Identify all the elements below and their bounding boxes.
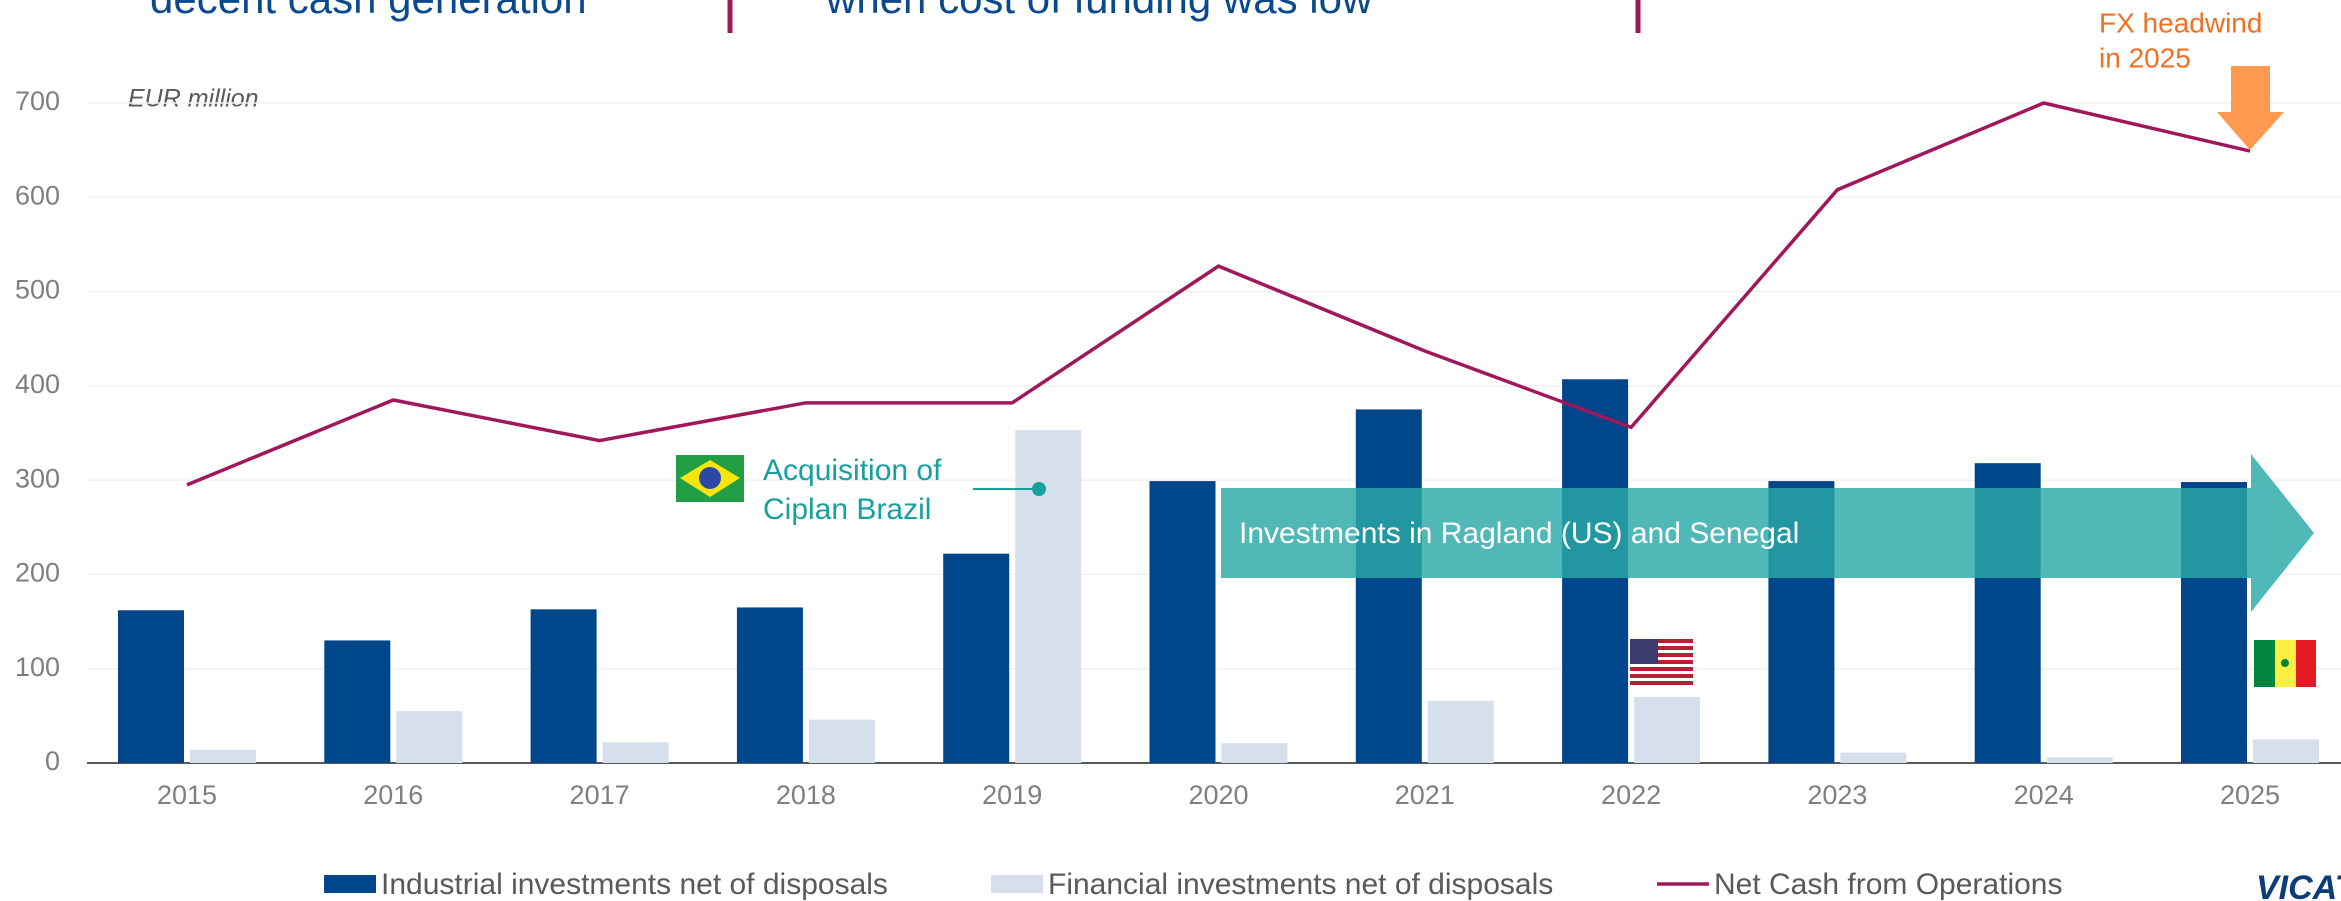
x-tick-label: 2023 [1807,780,1867,810]
bar [736,607,803,763]
x-tick-label: 2018 [776,780,836,810]
bar [1221,743,1288,763]
x-tick-label: 2017 [570,780,630,810]
bar [2253,739,2319,763]
flag-us [1630,639,1693,687]
bar [118,610,184,763]
bar [396,711,463,763]
flag-brazil [676,455,744,502]
bar [1840,752,1907,763]
line [186,101,2251,487]
y-tick-label: 200 [15,558,60,588]
fx-arrow [2217,66,2284,150]
y-tick-label: 300 [15,463,60,493]
y-tick-label: 500 [15,275,60,305]
legend-swatch [991,875,1043,893]
annotation: in 2025 [2099,42,2191,73]
bar [1427,700,1494,763]
x-tick-label: 2025 [2220,780,2280,810]
legend-label: Financial investments net of disposals [1048,868,1553,901]
bar [1015,430,1082,763]
y-tick-label: 700 [15,86,60,116]
x-tick-label: 2024 [2014,780,2074,810]
headline: decent cash generation [150,0,587,22]
logo: VICAT [2256,869,2341,901]
bar [530,609,597,763]
x-tick-label: 2022 [1601,780,1661,810]
legend-label: Industrial investments net of disposals [381,868,888,901]
annotation: Investments in Ragland (US) and Senegal [1239,517,1799,550]
annotation: Ciplan Brazil [763,493,931,526]
y-tick-label: 600 [15,180,60,210]
flag-senegal [2254,640,2316,687]
bar [1355,409,1422,763]
headline: when cost of funding was low [825,0,1373,22]
bar [808,719,875,763]
annotation: FX headwind [2099,7,2262,38]
y-tick-label: 0 [45,746,60,776]
investment-arrow [1221,454,2314,612]
y-tick-label: 400 [15,369,60,399]
y-tick-label: 100 [15,652,60,682]
legend-swatch [324,875,376,893]
bar [943,553,1010,763]
bar [324,640,391,763]
x-tick-label: 2019 [982,780,1042,810]
bar [1634,697,1701,763]
connector-dot [1032,482,1046,496]
legend-label: Net Cash from Operations [1714,868,2062,901]
unit-label: EUR million [128,85,259,113]
bar [2046,757,2113,763]
annotation: Acquisition of [763,454,942,487]
x-tick-label: 2021 [1395,780,1455,810]
bar [602,742,669,763]
x-tick-label: 2015 [157,780,217,810]
bar [190,749,256,763]
x-tick-label: 2016 [363,780,423,810]
x-tick-label: 2020 [1188,780,1248,810]
bar [1149,481,1216,763]
